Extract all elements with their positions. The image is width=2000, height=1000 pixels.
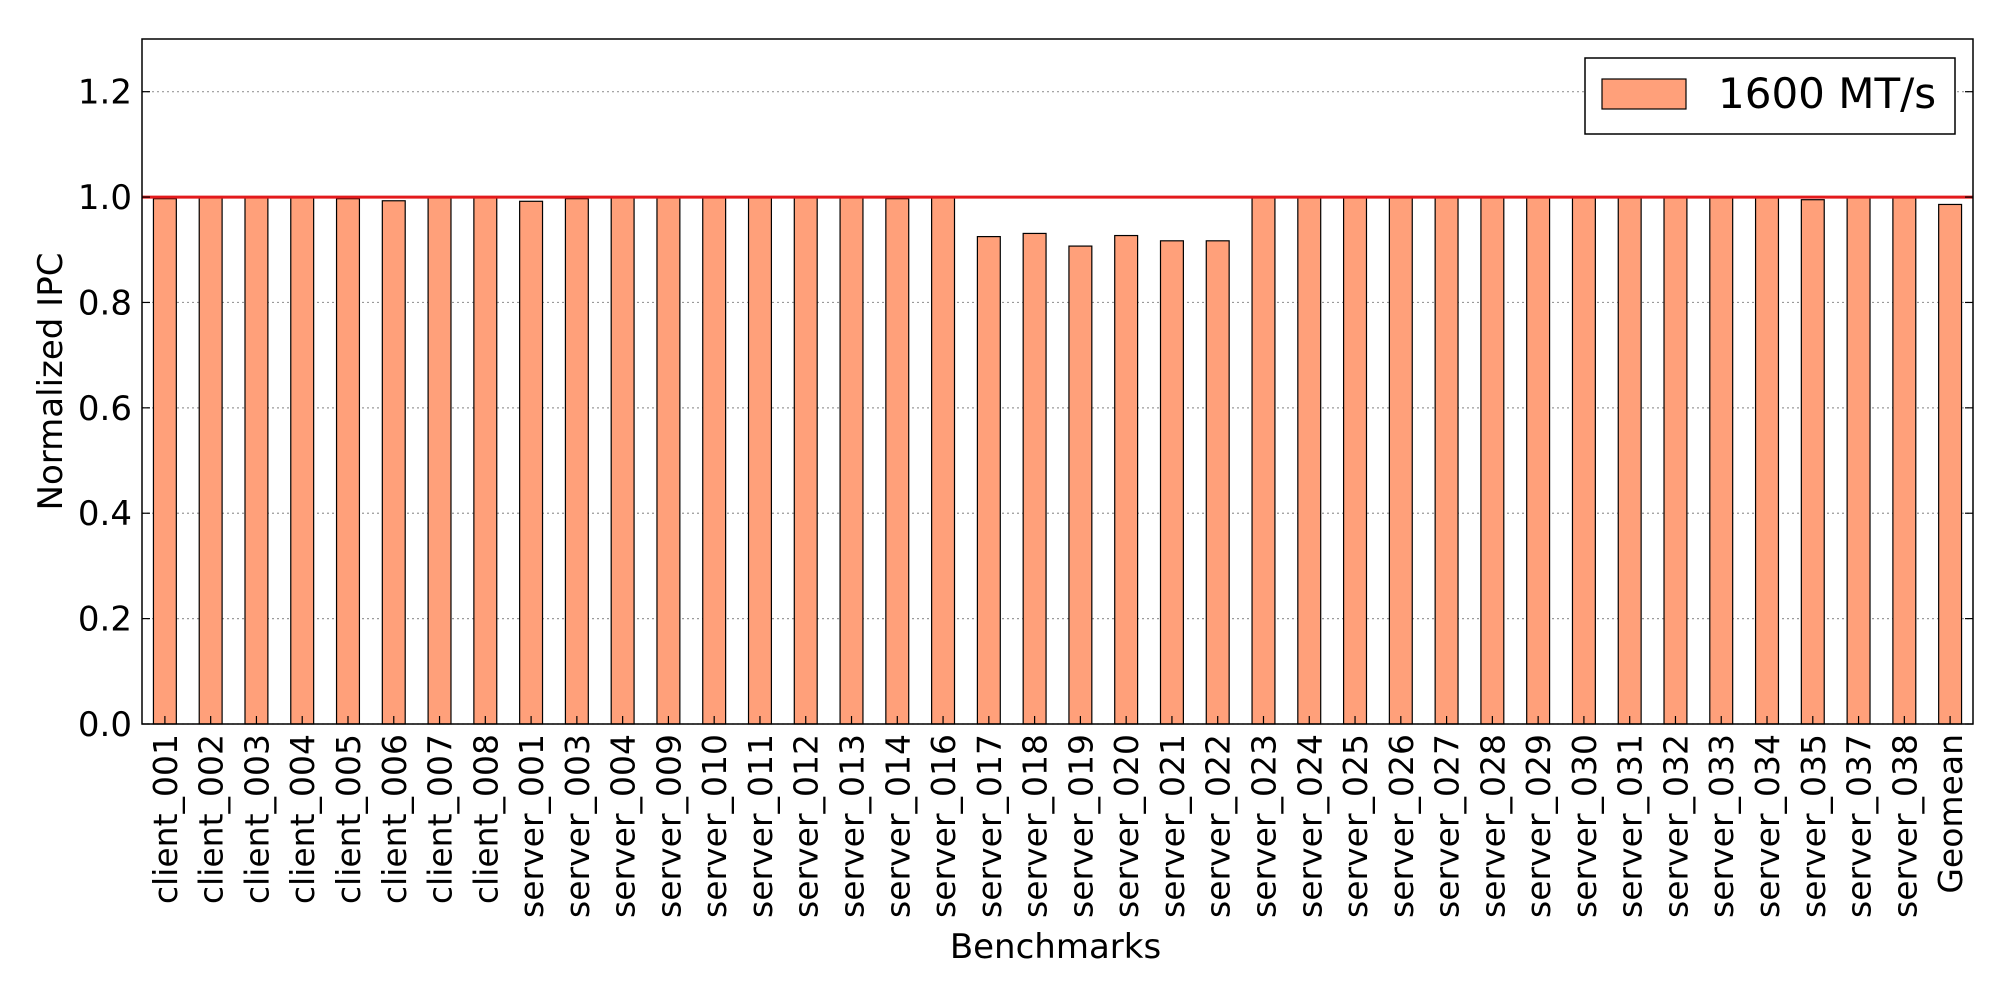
- x-tick-label: server_034: [1748, 734, 1787, 918]
- legend: 1600 MT/s: [1584, 57, 1956, 135]
- y-tick-label: 0.2: [78, 600, 132, 640]
- x-tick-label: server_011: [741, 734, 780, 918]
- x-axis: client_001 client_002 client_003 client_004…: [146, 716, 1970, 918]
- bar: [976, 235, 1001, 725]
- bar: [747, 196, 773, 725]
- x-tick-label: server_017: [970, 734, 1009, 918]
- x-tick-label: client_006: [375, 734, 414, 904]
- bar: [427, 196, 452, 725]
- plot-frame: [141, 38, 1974, 725]
- bar: [839, 196, 864, 725]
- x-tick-label: server_019: [1061, 734, 1100, 918]
- bar: [1754, 196, 1780, 725]
- bar: [1571, 196, 1596, 725]
- bar: [244, 196, 269, 725]
- bar: [290, 196, 315, 725]
- x-axis-title: Benchmarks: [950, 927, 1161, 967]
- y-tick-label: 0.6: [78, 389, 132, 429]
- bar: [931, 196, 956, 725]
- bar: [1297, 196, 1322, 725]
- bars: [152, 196, 1963, 725]
- bar: [1663, 196, 1688, 725]
- y-axis: 0.0 0.2 0.4 0.6 0.8 1.0 1.2: [78, 73, 1973, 745]
- x-tick-label: server_031: [1611, 734, 1650, 918]
- x-tick-label: server_022: [1199, 734, 1238, 918]
- x-tick-label: server_035: [1794, 734, 1833, 918]
- bar: [1205, 240, 1230, 725]
- x-tick-label: server_018: [1016, 734, 1055, 918]
- x-tick-label: server_013: [833, 734, 872, 918]
- bar: [1617, 196, 1642, 725]
- x-tick-label: server_032: [1656, 734, 1695, 918]
- bar: [1114, 234, 1139, 725]
- x-tick-label: client_004: [283, 734, 322, 904]
- x-tick-label: server_016: [924, 734, 963, 918]
- bar: [1526, 196, 1551, 725]
- legend-label: 1600 MT/s: [1718, 69, 1936, 118]
- bar: [1480, 196, 1505, 725]
- x-tick-label: server_023: [1244, 734, 1283, 918]
- bar: [473, 196, 498, 725]
- x-tick-label: client_001: [146, 734, 185, 904]
- x-tick-label: Geomean: [1931, 734, 1970, 894]
- bar: [793, 196, 818, 725]
- legend-swatch: [1601, 78, 1687, 110]
- x-tick-label: client_007: [421, 734, 460, 904]
- x-tick-label: client_005: [329, 734, 368, 904]
- bar: [1022, 232, 1047, 725]
- x-tick-label: server_014: [878, 734, 917, 918]
- x-tick-label: server_004: [604, 734, 643, 918]
- x-tick-label: server_037: [1840, 734, 1879, 918]
- bar: [702, 196, 727, 725]
- x-tick-label: server_021: [1153, 734, 1192, 918]
- y-tick-label: 0.0: [78, 705, 132, 745]
- y-tick-label: 1.2: [78, 73, 132, 113]
- bar: [1800, 199, 1825, 725]
- bar: [656, 196, 681, 725]
- bar: [1434, 196, 1459, 725]
- x-tick-label: server_001: [512, 734, 551, 918]
- bar: [1251, 196, 1276, 725]
- bar: [610, 196, 635, 725]
- x-tick-label: server_010: [695, 734, 734, 918]
- x-tick-label: server_024: [1290, 734, 1329, 918]
- bar: [152, 198, 177, 725]
- bar: [1159, 240, 1184, 725]
- x-tick-label: server_026: [1382, 734, 1421, 918]
- y-tick-label: 1.0: [78, 178, 132, 218]
- x-tick-label: server_012: [787, 734, 826, 918]
- x-tick-label: server_009: [649, 734, 688, 918]
- bar: [1388, 196, 1413, 725]
- x-tick-label: server_020: [1107, 734, 1146, 918]
- x-tick-label: server_028: [1473, 734, 1512, 918]
- x-tick-label: server_003: [558, 734, 597, 918]
- gridlines: [142, 91, 1973, 725]
- bar: [1709, 196, 1734, 725]
- bar: [1892, 196, 1917, 725]
- x-tick-label: server_029: [1519, 734, 1558, 918]
- bar: [519, 200, 544, 725]
- bar: [381, 200, 406, 725]
- y-tick-label: 0.4: [78, 494, 132, 534]
- x-tick-label: server_030: [1565, 734, 1604, 918]
- bar: [1846, 196, 1871, 725]
- x-tick-label: server_038: [1885, 734, 1924, 918]
- bar: [564, 198, 589, 725]
- bar: [885, 198, 910, 725]
- x-tick-label: client_002: [192, 734, 231, 904]
- x-tick-label: client_008: [466, 734, 505, 904]
- x-tick-label: server_027: [1428, 734, 1467, 918]
- bar: [335, 198, 361, 725]
- bar: [198, 196, 223, 725]
- x-tick-label: server_025: [1336, 734, 1375, 918]
- bar: [1342, 196, 1368, 725]
- bar: [1068, 245, 1093, 725]
- y-axis-title: Normalized IPC: [31, 253, 71, 511]
- x-tick-label: client_003: [237, 734, 276, 904]
- bar: [1938, 203, 1963, 725]
- x-tick-label: server_033: [1702, 734, 1741, 918]
- y-tick-label: 0.8: [78, 283, 132, 323]
